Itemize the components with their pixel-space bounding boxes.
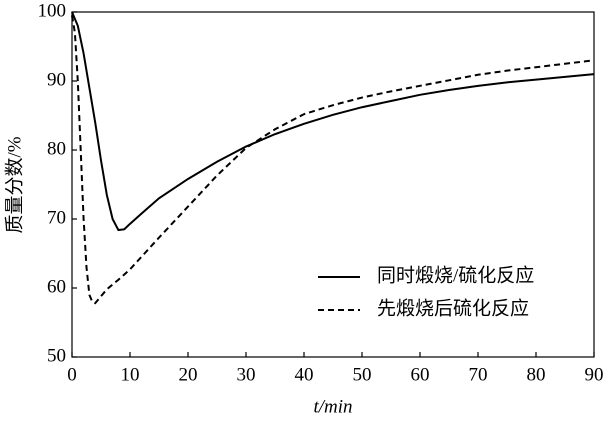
x-tick-label: 0 — [67, 364, 77, 385]
y-tick-label: 70 — [47, 207, 66, 228]
x-axis-label: t/min — [313, 396, 352, 417]
y-tick-label: 50 — [47, 345, 66, 366]
x-tick-label: 80 — [527, 364, 546, 385]
x-tick-label: 70 — [469, 364, 488, 385]
x-tick-label: 10 — [121, 364, 140, 385]
y-tick-label: 80 — [47, 138, 66, 159]
line-series — [71, 11, 595, 232]
x-tick-label: 60 — [411, 364, 430, 385]
x-tick-label: 40 — [295, 364, 314, 385]
plot-frame — [71, 11, 595, 358]
line-series — [71, 15, 595, 305]
x-tick-label: 20 — [179, 364, 198, 385]
y-tick-label: 90 — [47, 69, 66, 90]
x-tick-label: 90 — [585, 364, 604, 385]
x-tick-label: 50 — [353, 364, 372, 385]
y-axis-label: 质量分数/% — [3, 136, 25, 233]
legend-label: 先煅烧后硫化反应 — [377, 297, 529, 319]
y-tick-label: 100 — [38, 0, 67, 21]
y-tick-label: 60 — [47, 276, 66, 297]
legend-label: 同时煅烧/硫化反应 — [377, 264, 534, 286]
x-tick-label: 30 — [237, 364, 256, 385]
